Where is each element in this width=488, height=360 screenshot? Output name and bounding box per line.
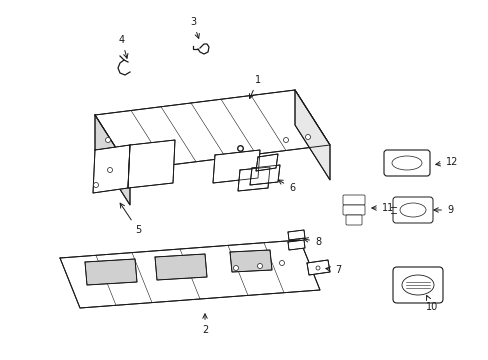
Circle shape xyxy=(93,183,98,188)
Text: 4: 4 xyxy=(119,35,128,58)
Text: 7: 7 xyxy=(325,265,341,275)
Polygon shape xyxy=(85,259,137,285)
Ellipse shape xyxy=(401,275,433,295)
Polygon shape xyxy=(95,90,329,170)
Polygon shape xyxy=(95,115,130,205)
FancyBboxPatch shape xyxy=(392,197,432,223)
Polygon shape xyxy=(128,140,175,188)
Polygon shape xyxy=(287,240,305,250)
Text: 11: 11 xyxy=(371,203,393,213)
Polygon shape xyxy=(249,165,280,185)
Text: 8: 8 xyxy=(303,237,321,247)
Text: 12: 12 xyxy=(435,157,457,167)
Circle shape xyxy=(305,135,310,139)
Circle shape xyxy=(105,138,110,143)
FancyBboxPatch shape xyxy=(346,215,361,225)
Circle shape xyxy=(257,264,262,269)
Ellipse shape xyxy=(391,156,421,170)
FancyBboxPatch shape xyxy=(342,195,364,205)
Circle shape xyxy=(107,167,112,172)
Text: 5: 5 xyxy=(120,203,141,235)
Ellipse shape xyxy=(399,203,425,217)
Circle shape xyxy=(315,266,319,270)
Text: 1: 1 xyxy=(249,75,261,99)
Circle shape xyxy=(233,266,238,270)
FancyBboxPatch shape xyxy=(342,205,364,215)
Polygon shape xyxy=(256,154,278,171)
Text: 9: 9 xyxy=(433,205,452,215)
Text: 2: 2 xyxy=(202,314,208,335)
Polygon shape xyxy=(287,230,305,240)
Polygon shape xyxy=(60,240,319,308)
FancyBboxPatch shape xyxy=(392,267,442,303)
Circle shape xyxy=(283,138,288,143)
Polygon shape xyxy=(155,254,206,280)
Text: 3: 3 xyxy=(189,17,199,39)
Polygon shape xyxy=(229,250,271,272)
FancyBboxPatch shape xyxy=(383,150,429,176)
Circle shape xyxy=(279,261,284,266)
Polygon shape xyxy=(306,260,329,275)
Polygon shape xyxy=(238,167,269,191)
Polygon shape xyxy=(93,145,130,193)
Text: 6: 6 xyxy=(278,180,294,193)
Polygon shape xyxy=(294,90,329,180)
Text: 10: 10 xyxy=(425,296,437,312)
Polygon shape xyxy=(213,150,260,183)
